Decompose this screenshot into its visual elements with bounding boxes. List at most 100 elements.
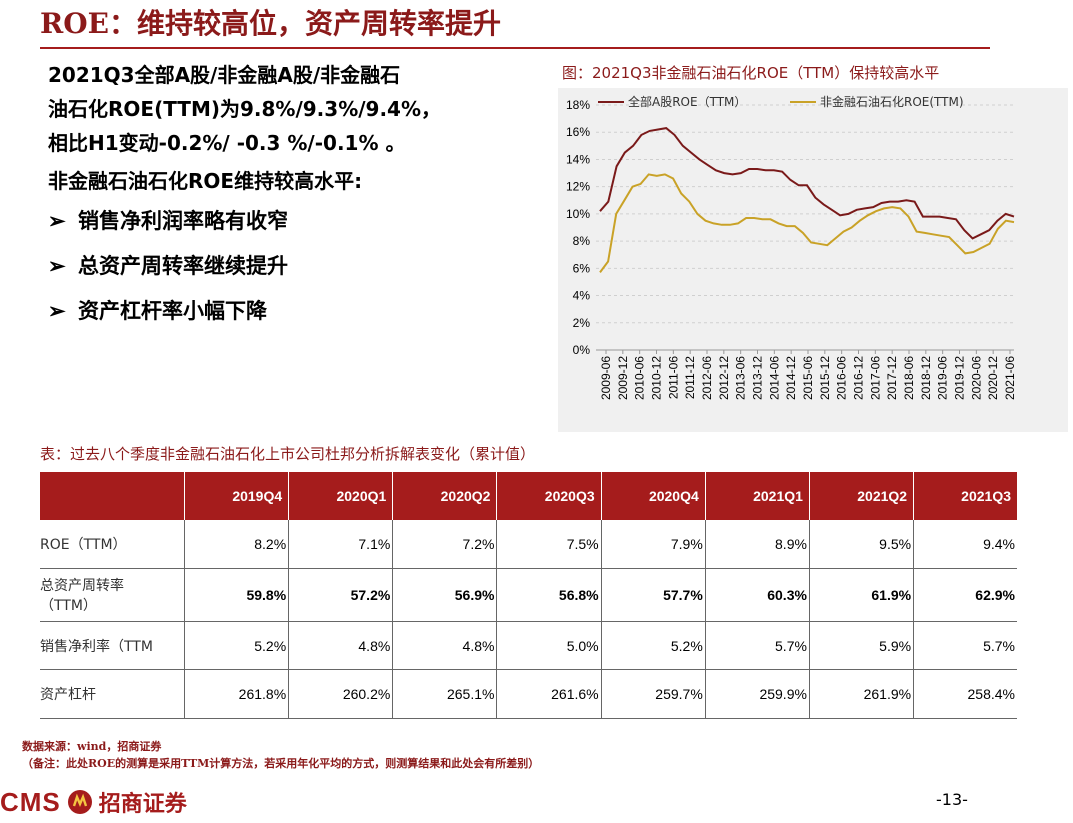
table-cell: 56.8% bbox=[496, 568, 602, 622]
table-cell: 4.8% bbox=[392, 621, 498, 670]
summary-line-3: 相比H1变动-0.2%/ -0.3 %/-0.1% 。 bbox=[48, 131, 406, 155]
table-cell: 7.2% bbox=[392, 520, 498, 569]
table-header-cell: 2020Q2 bbox=[392, 472, 498, 520]
x-tick-label: 2020-12 bbox=[986, 356, 1000, 400]
x-tick-label: 2015-12 bbox=[818, 356, 832, 400]
table-cell: 9.4% bbox=[913, 520, 1017, 569]
table-cell: 260.2% bbox=[288, 669, 394, 719]
table-cell: 7.9% bbox=[601, 520, 706, 569]
roe-chart-panel: 图：2021Q3非金融石油石化ROE（TTM）保持较高水平 0% 2% 4% 6% 8%… bbox=[558, 58, 1068, 432]
table-cell: 261.9% bbox=[809, 669, 915, 719]
table-row-leverage: 资产杠杆 261.8% 260.2% 265.1% 261.6% 259.7% … bbox=[40, 669, 1017, 719]
table-cell: 62.9% bbox=[913, 568, 1017, 622]
row-label: 销售净利率（TTM bbox=[40, 621, 185, 670]
table-row-roe: ROE（TTM） 8.2% 7.1% 7.2% 7.5% 7.9% 8.9% 9… bbox=[40, 520, 1017, 569]
table-cell: 7.1% bbox=[288, 520, 394, 569]
table-cell: 261.6% bbox=[496, 669, 602, 719]
table-header-cell: 2020Q4 bbox=[601, 472, 706, 520]
table-header-blank bbox=[40, 472, 185, 520]
y-tick-label: 6% bbox=[573, 261, 591, 275]
chart-title: 图：2021Q3非金融石油石化ROE（TTM）保持较高水平 bbox=[562, 64, 940, 82]
x-tick-label: 2010-12 bbox=[650, 356, 664, 400]
table-cell: 59.8% bbox=[184, 568, 290, 622]
table-cell: 60.3% bbox=[705, 568, 810, 622]
y-tick-label: 10% bbox=[566, 207, 590, 221]
x-tick-label: 2011-06 bbox=[666, 356, 680, 399]
roe-line-chart: 0%2%4%6%8%10%12%14%16%18%2009-06 2009-12 2… bbox=[566, 94, 1017, 400]
page-number: -13- bbox=[936, 790, 968, 809]
table-cell: 5.0% bbox=[496, 621, 602, 670]
row-label: 总资产周转率 （TTM） bbox=[40, 568, 185, 622]
page-title: ROE：维持较高位，资产周转率提升 bbox=[40, 7, 502, 40]
table-cell: 57.7% bbox=[601, 568, 706, 622]
table-cell: 9.5% bbox=[809, 520, 915, 569]
x-tick-label: 2018-06 bbox=[902, 356, 916, 400]
x-tick-label: 2009-06 bbox=[599, 356, 613, 400]
row-label: 资产杠杆 bbox=[40, 669, 185, 719]
arrow-bullet-icon: ➢ bbox=[48, 298, 66, 323]
row-label-line-2: （TTM） bbox=[40, 598, 97, 614]
table-cell: 259.7% bbox=[601, 669, 706, 719]
table-cell: 5.2% bbox=[184, 621, 290, 670]
bullet-item-3: ➢ 资产杠杆率小幅下降 bbox=[48, 288, 548, 333]
table-header-cell: 2021Q3 bbox=[913, 472, 1017, 520]
table-header-cell: 2020Q3 bbox=[496, 472, 602, 520]
y-tick-label: 4% bbox=[573, 289, 591, 303]
x-tick-label: 2010-06 bbox=[633, 356, 647, 400]
data-source-note: 数据来源：wind，招商证券 （备注：此处ROE的测算是采用TTM计算方法，若采… bbox=[22, 738, 539, 772]
x-tick-label: 2015-06 bbox=[801, 356, 815, 400]
cms-emblem-icon bbox=[67, 790, 92, 814]
row-label: ROE（TTM） bbox=[40, 520, 185, 569]
x-tick-label: 2017-12 bbox=[885, 356, 899, 400]
x-tick-label: 2013-06 bbox=[734, 356, 748, 400]
table-cell: 4.8% bbox=[288, 621, 394, 670]
remark-line: （备注：此处ROE的测算是采用TTM计算方法，若采用年化平均的方式，则测算结果和… bbox=[22, 757, 540, 770]
table-cell: 57.2% bbox=[288, 568, 394, 622]
table-header-row: 2019Q4 2020Q1 2020Q2 2020Q3 2020Q4 2021Q… bbox=[40, 472, 1017, 520]
table-cell: 8.2% bbox=[184, 520, 290, 569]
legend-label: 全部A股ROE（TTM） bbox=[628, 94, 746, 109]
table-caption: 表：过去八个季度非金融石油石化上市公司杜邦分析拆解表变化（累计值） bbox=[40, 445, 536, 463]
x-tick-label: 2019-12 bbox=[953, 356, 967, 400]
x-tick-label: 2018-12 bbox=[919, 356, 933, 400]
chart-background bbox=[558, 88, 1068, 432]
summary-text: 2021Q3全部A股/非金融A股/非金融石 油石化ROE(TTM)为9.8%/9… bbox=[48, 58, 548, 333]
source-line: 数据来源：wind，招商证券 bbox=[22, 740, 162, 753]
summary-line-4: 非金融石油石化ROE维持较高水平: bbox=[48, 169, 363, 193]
x-tick-label: 2009-12 bbox=[616, 356, 630, 400]
table-cell: 265.1% bbox=[392, 669, 498, 719]
bullet-text: 资产杠杆率小幅下降 bbox=[78, 298, 267, 323]
arrow-bullet-icon: ➢ bbox=[48, 208, 66, 233]
x-tick-label: 2021-06 bbox=[1003, 356, 1017, 400]
table-row-asset-turnover: 总资产周转率 （TTM） 59.8% 57.2% 56.9% 56.8% 57.7… bbox=[40, 568, 1017, 622]
x-tick-label: 2012-06 bbox=[700, 356, 714, 400]
x-tick-label: 2020-06 bbox=[969, 356, 983, 400]
table-cell: 5.7% bbox=[913, 621, 1017, 670]
table-cell: 7.5% bbox=[496, 520, 602, 569]
table-cell: 8.9% bbox=[705, 520, 810, 569]
row-label-line-1: 总资产周转率 bbox=[40, 578, 124, 594]
table-cell: 5.2% bbox=[601, 621, 706, 670]
y-tick-label: 0% bbox=[573, 343, 591, 357]
bullet-text: 销售净利润率略有收窄 bbox=[78, 208, 288, 233]
y-tick-label: 14% bbox=[566, 152, 590, 166]
y-tick-label: 16% bbox=[566, 125, 590, 139]
series-line-2 bbox=[599, 173, 1015, 273]
y-tick-label: 8% bbox=[573, 234, 591, 248]
x-tick-label: 2013-12 bbox=[751, 356, 765, 400]
table-header-cell: 2021Q1 bbox=[705, 472, 810, 520]
x-tick-label: 2011-12 bbox=[683, 356, 697, 399]
title-divider bbox=[40, 47, 990, 49]
table-cell: 5.9% bbox=[809, 621, 915, 670]
table-cell: 56.9% bbox=[392, 568, 498, 622]
table-cell: 261.8% bbox=[184, 669, 290, 719]
x-tick-label: 2016-06 bbox=[835, 356, 849, 400]
cms-logo-text: CMS bbox=[0, 786, 61, 817]
x-tick-label: 2012-12 bbox=[717, 356, 731, 400]
table-row-net-margin: 销售净利率（TTM 5.2% 4.8% 4.8% 5.0% 5.2% 5.7% … bbox=[40, 621, 1017, 670]
legend-label: 非金融石油石化ROE(TTM) bbox=[820, 94, 964, 109]
table-cell: 61.9% bbox=[809, 568, 915, 622]
x-tick-label: 2017-06 bbox=[868, 356, 882, 400]
y-tick-label: 18% bbox=[566, 98, 590, 112]
x-tick-label: 2014-06 bbox=[767, 356, 781, 400]
